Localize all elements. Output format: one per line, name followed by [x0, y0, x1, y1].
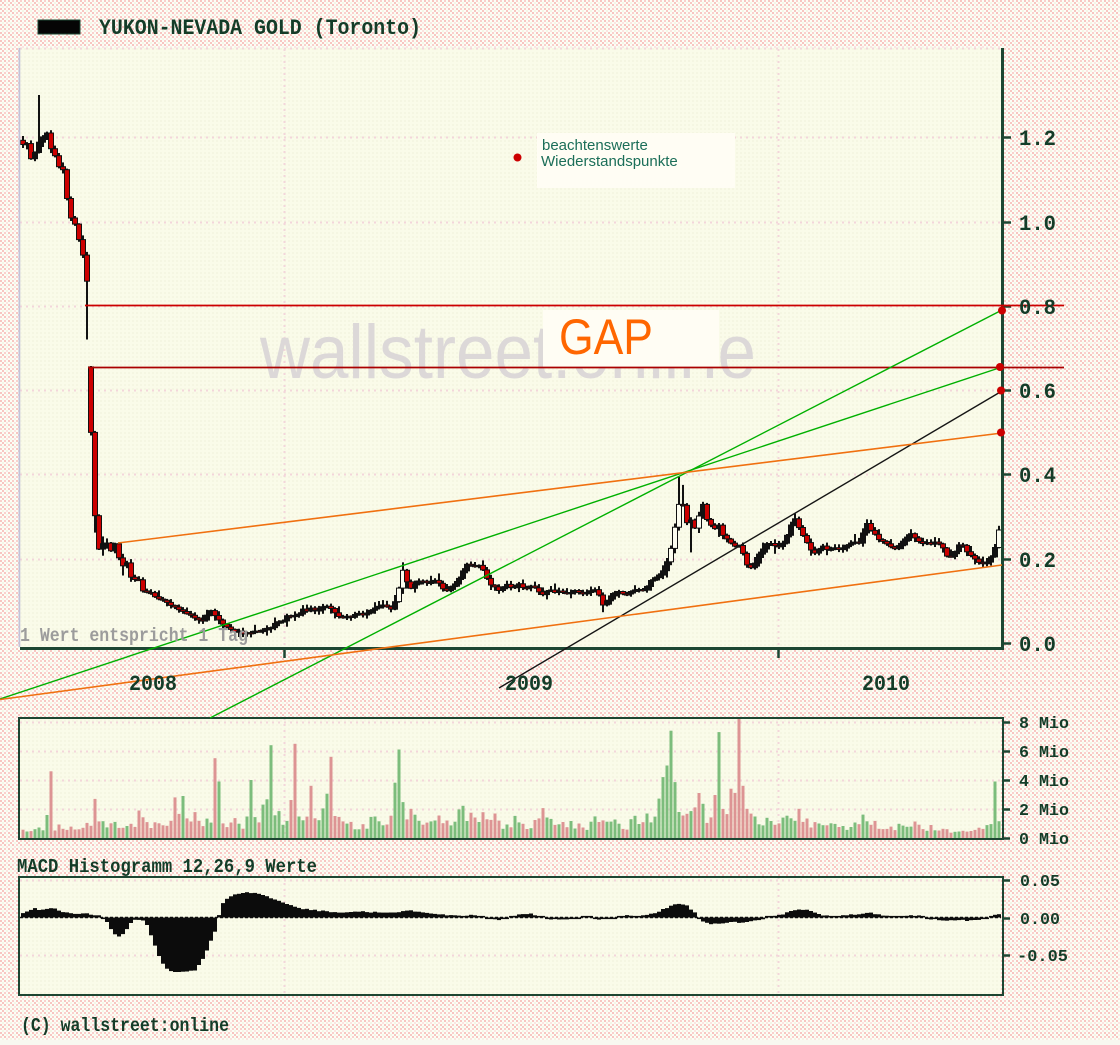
svg-text:GAP: GAP — [559, 309, 653, 365]
svg-text:MACD Histogramm 12,26,9 Werte: MACD Histogramm 12,26,9 Werte — [17, 856, 317, 878]
svg-text:beachtenswerte: beachtenswerte — [542, 137, 648, 154]
svg-text:(C) wallstreet:online: (C) wallstreet:online — [21, 1015, 229, 1037]
svg-text:0.0: 0.0 — [1019, 633, 1056, 658]
svg-text:-0.05: -0.05 — [1017, 948, 1068, 967]
svg-text:0.6: 0.6 — [1019, 380, 1056, 405]
svg-text:0.05: 0.05 — [1020, 873, 1060, 892]
svg-text:Wiederstandspunkte: Wiederstandspunkte — [541, 153, 678, 170]
svg-text:0.8: 0.8 — [1019, 296, 1056, 321]
svg-text:0 Mio: 0 Mio — [1019, 831, 1069, 850]
svg-text:4 Mio: 4 Mio — [1019, 773, 1069, 792]
svg-text:0.00: 0.00 — [1020, 911, 1060, 930]
svg-text:0.2: 0.2 — [1019, 549, 1056, 574]
svg-text:6 Mio: 6 Mio — [1019, 744, 1069, 763]
svg-text:0.4: 0.4 — [1019, 464, 1056, 489]
svg-text:2009: 2009 — [505, 672, 553, 697]
svg-text:1 Wert entspricht 1 Tag: 1 Wert entspricht 1 Tag — [20, 625, 248, 647]
svg-text:1.0: 1.0 — [1019, 212, 1056, 237]
svg-text:1.2: 1.2 — [1019, 127, 1056, 152]
svg-text:2008: 2008 — [129, 672, 177, 697]
svg-text:YUKON-NEVADA GOLD (Toronto): YUKON-NEVADA GOLD (Toronto) — [99, 16, 421, 41]
svg-text:2 Mio: 2 Mio — [1019, 802, 1069, 821]
svg-text:8 Mio: 8 Mio — [1019, 715, 1069, 734]
svg-text:2010: 2010 — [862, 672, 910, 697]
